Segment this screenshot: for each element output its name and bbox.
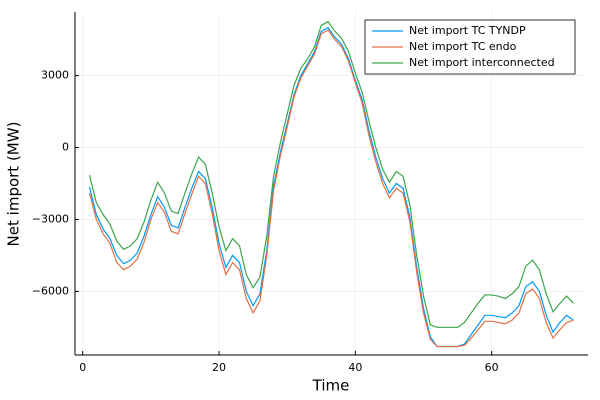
- x-axis-label: Time: [312, 377, 350, 395]
- legend-label: Net import TC endo: [409, 40, 517, 53]
- x-tick-label: 40: [348, 361, 362, 374]
- x-tick-label: 0: [79, 361, 86, 374]
- series-line: [88, 29, 574, 348]
- series-line: [88, 20, 574, 328]
- series-line: [88, 26, 574, 348]
- y-tick-label: −6000: [32, 284, 69, 297]
- legend-label: Net import interconnected: [409, 56, 555, 69]
- y-tick-label: −3000: [32, 212, 69, 225]
- y-axis-label: Net import (MW): [5, 122, 23, 247]
- y-tick-label: 3000: [41, 69, 69, 82]
- x-tick-label: 60: [485, 361, 499, 374]
- x-tick-label: 20: [212, 361, 226, 374]
- legend-label: Net import TC TYNDP: [409, 24, 526, 37]
- y-tick-label: 0: [62, 141, 69, 154]
